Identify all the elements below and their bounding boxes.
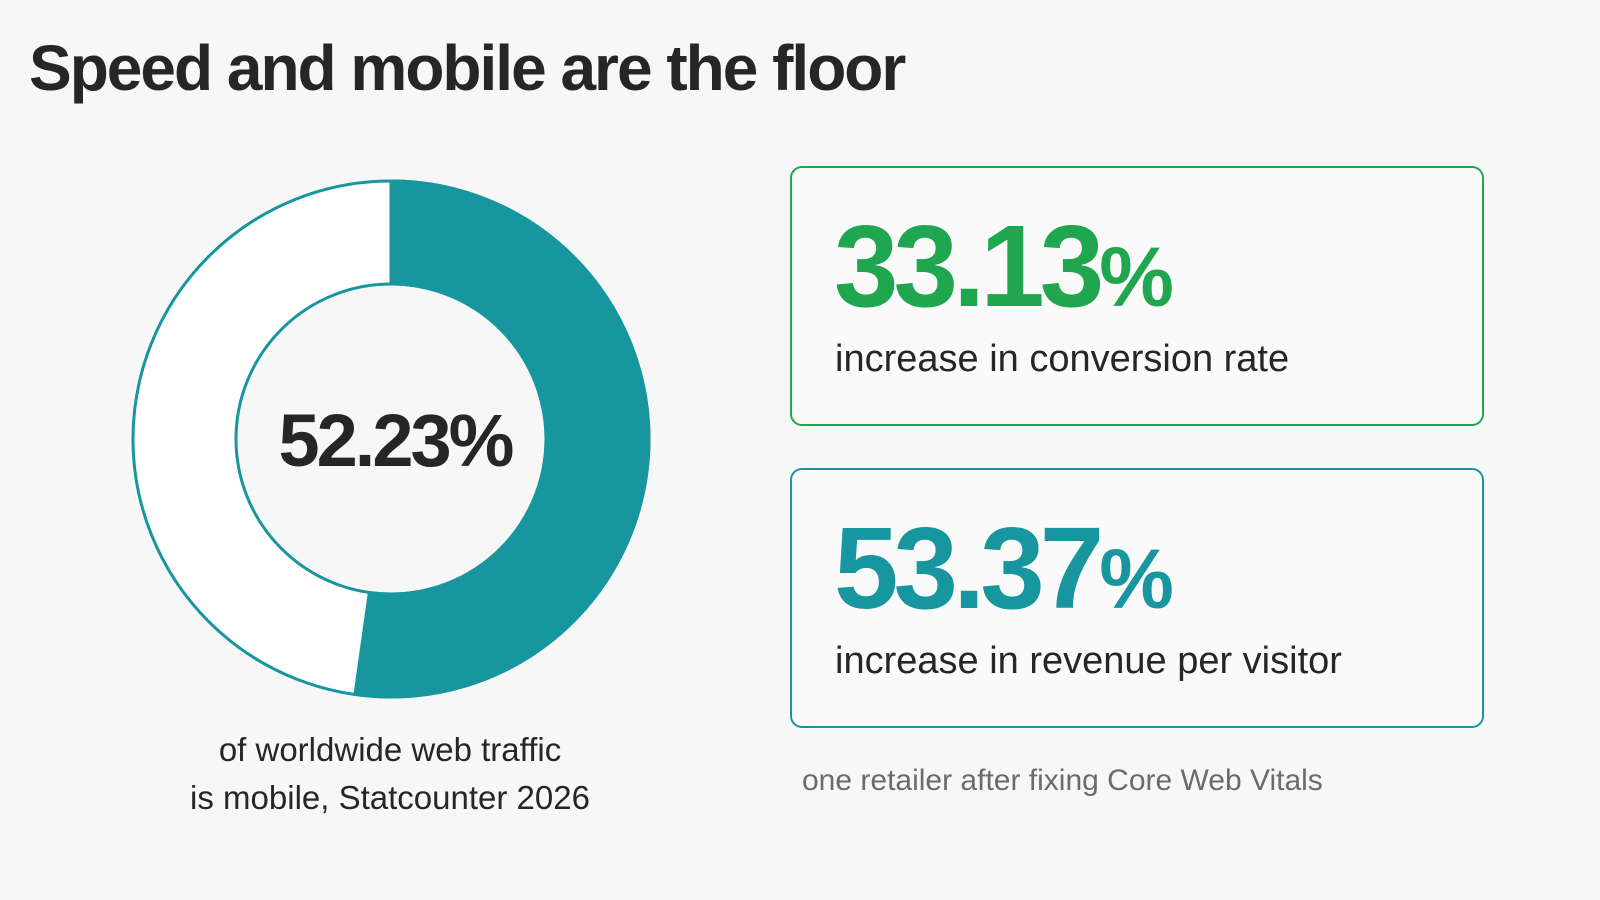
stat-unit-revenue: % [1099,532,1174,626]
stat-value-conversion: 33.13% [834,208,1174,324]
stat-value-revenue: 53.37% [834,510,1174,626]
donut-chart: 52.23% [130,172,656,708]
donut-caption-line-1: of worldwide web traffic [218,731,562,768]
stat-label-conversion: increase in conversion rate [835,338,1290,380]
stat-card-revenue: 53.37% increase in revenue per visitor [790,468,1484,728]
stat-label-revenue: increase in revenue per visitor [835,640,1342,682]
stat-card-conversion: 33.13% increase in conversion rate [790,166,1484,426]
donut-caption: of worldwide web traffic is mobile, Stat… [100,726,680,822]
stat-number-conversion: 33.13 [834,201,1104,331]
stat-number-revenue: 53.37 [834,503,1104,633]
donut-svg [131,179,651,699]
slide-title: Speed and mobile are the floor [29,32,906,104]
donut-slice-mobile [353,179,651,699]
donut-center-value: 52.23% [278,398,515,482]
stat-unit-conversion: % [1099,230,1174,324]
donut-caption-line-2: is mobile, Statcounter 2026 [190,779,590,816]
footnote: one retailer after fixing Core Web Vital… [802,764,1323,797]
